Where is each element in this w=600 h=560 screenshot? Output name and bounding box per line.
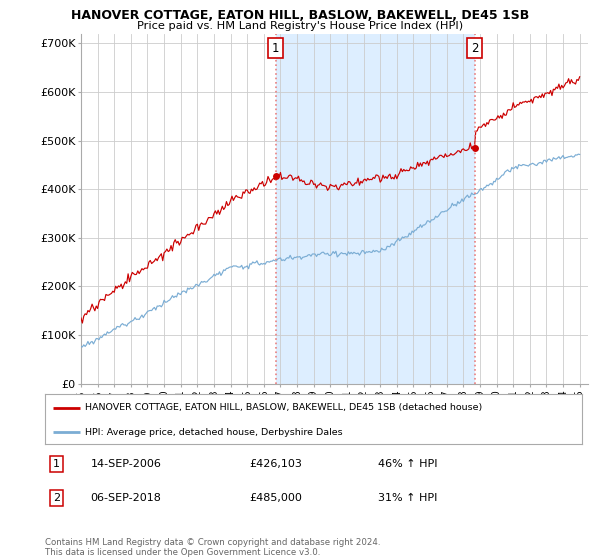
Text: 06-SEP-2018: 06-SEP-2018 [91,493,161,503]
Text: £426,103: £426,103 [249,459,302,469]
Bar [275,34,475,384]
Text: 2: 2 [53,493,61,503]
Text: 46% ↑ HPI: 46% ↑ HPI [378,459,437,469]
Text: HANOVER COTTAGE, EATON HILL, BASLOW, BAKEWELL, DE45 1SB (detached house): HANOVER COTTAGE, EATON HILL, BASLOW, BAK… [85,403,482,412]
Text: 2: 2 [471,41,478,55]
Text: Price paid vs. HM Land Registry's House Price Index (HPI): Price paid vs. HM Land Registry's House … [137,21,463,31]
Text: HANOVER COTTAGE, EATON HILL, BASLOW, BAKEWELL, DE45 1SB: HANOVER COTTAGE, EATON HILL, BASLOW, BAK… [71,9,529,22]
Text: 14-SEP-2006: 14-SEP-2006 [91,459,161,469]
Text: 1: 1 [272,41,280,55]
Text: 31% ↑ HPI: 31% ↑ HPI [378,493,437,503]
Text: £485,000: £485,000 [249,493,302,503]
Text: HPI: Average price, detached house, Derbyshire Dales: HPI: Average price, detached house, Derb… [85,428,343,437]
Text: 1: 1 [53,459,61,469]
Text: Contains HM Land Registry data © Crown copyright and database right 2024.
This d: Contains HM Land Registry data © Crown c… [45,538,380,557]
